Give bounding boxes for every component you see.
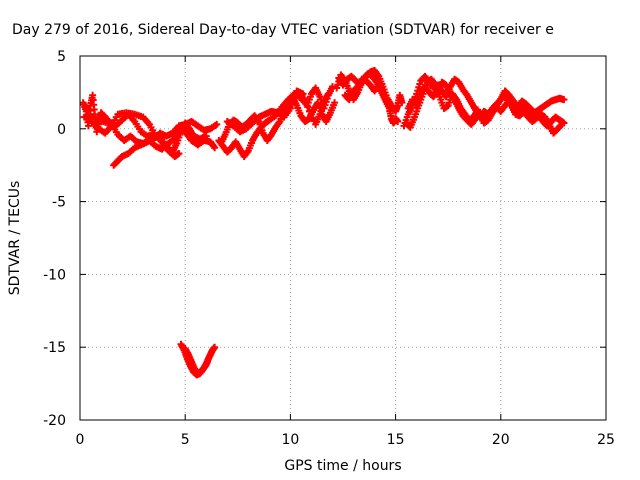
- y-axis-title: SDTVAR / TECUs: [7, 181, 23, 296]
- data-point: [302, 99, 310, 107]
- plot-frame: [79, 55, 607, 421]
- chart-title: Day 279 of 2016, Sidereal Day-to-day VTE…: [12, 22, 554, 38]
- x-tick-label: 5: [181, 432, 190, 448]
- data-point: [304, 103, 312, 111]
- data-point: [299, 90, 307, 98]
- data-point: [290, 96, 298, 104]
- y-tick-label: -20: [43, 413, 66, 429]
- data-point: [85, 111, 93, 119]
- data-point: [82, 103, 90, 111]
- data-point: [211, 343, 219, 351]
- y-tick-label: 0: [57, 122, 66, 138]
- data-point: [398, 99, 406, 107]
- x-tick-label: 25: [597, 432, 615, 448]
- data-point: [291, 91, 299, 99]
- data-point: [394, 118, 402, 126]
- data-point: [560, 119, 568, 127]
- data-point: [301, 94, 309, 102]
- y-tick-label: -10: [43, 267, 66, 283]
- data-point: [328, 83, 336, 91]
- data-point: [413, 102, 421, 110]
- data-point: [213, 120, 221, 128]
- x-tick-label: 20: [492, 432, 510, 448]
- data-point: [324, 90, 332, 98]
- data-point: [560, 96, 568, 104]
- data-series: [79, 67, 568, 379]
- y-tick-label: -5: [52, 195, 66, 211]
- tick-marks: [79, 55, 607, 421]
- y-tick-label: 5: [57, 49, 66, 65]
- data-point: [416, 91, 424, 99]
- data-point: [175, 150, 183, 158]
- x-tick-label: 0: [76, 432, 85, 448]
- x-tick-label: 10: [281, 432, 299, 448]
- data-point: [414, 98, 422, 106]
- data-point: [415, 94, 423, 102]
- x-tick-label: 15: [387, 432, 405, 448]
- data-point: [211, 144, 219, 152]
- x-axis-title: GPS time / hours: [284, 458, 401, 474]
- data-point: [387, 104, 395, 112]
- y-tick-labels: -20 -15 -10 -5 0 5: [43, 49, 66, 429]
- data-point: [288, 100, 296, 108]
- data-point: [286, 104, 294, 112]
- data-point: [87, 115, 95, 123]
- data-point: [202, 132, 210, 140]
- x-tick-labels: 0 5 10 15 20 25: [76, 432, 615, 448]
- y-tick-label: -15: [43, 340, 66, 356]
- data-point: [331, 99, 339, 107]
- data-point: [84, 107, 92, 115]
- data-point: [203, 358, 211, 366]
